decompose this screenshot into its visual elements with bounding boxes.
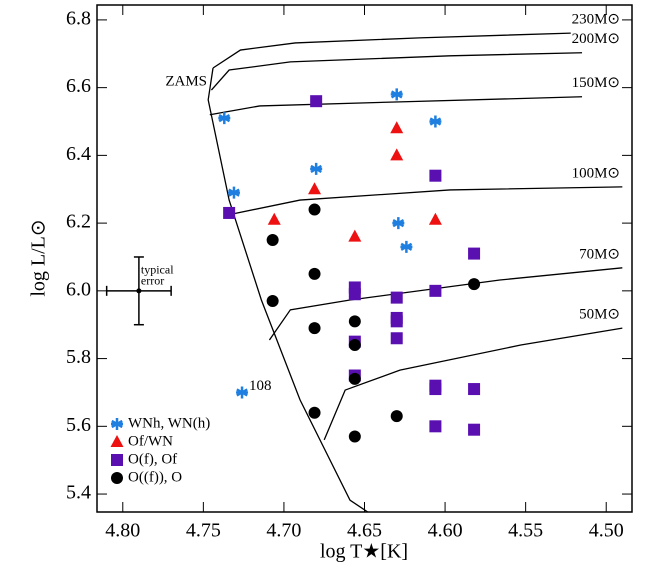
data-point [390,410,403,423]
x-tick-label: 4.50 [589,520,624,542]
error-bar-label: error [141,274,164,288]
data-point [429,115,442,128]
data-point [308,182,322,195]
legend-label: O((f)), O [128,469,182,485]
x-tick-label: 4.75 [186,520,221,542]
legend-label: Of/WN [128,433,173,449]
data-point [468,278,481,291]
data-point [310,162,323,175]
zams-line [207,67,369,513]
y-axis-label: log L/L⊙ [28,219,50,296]
track-label: 200M⊙ [572,31,620,47]
legend-marker [110,435,124,447]
data-point [308,267,321,280]
track-line [209,96,583,116]
data-point [348,288,361,301]
data-point [468,423,481,436]
data-point [429,383,442,396]
data-point [348,430,361,443]
data-point [429,284,442,297]
y-tick-label: 6.2 [66,211,91,233]
data-point [308,203,321,216]
track-label: 70M⊙ [579,246,620,262]
track-label: 100M⊙ [572,165,620,181]
data-point [348,372,361,385]
data-point [429,420,442,433]
data-point [428,212,442,225]
legend-label: WNh, WN(h) [128,415,210,431]
y-tick-label: 5.8 [66,346,91,368]
data-point [348,339,361,352]
data-point [236,386,249,399]
track-line [268,267,623,341]
track-line [210,52,583,91]
data-point [390,88,403,101]
track-line [212,32,571,69]
error-bar-center [136,288,142,294]
data-point [267,212,281,225]
x-tick-label: 4.55 [508,520,543,542]
track-line [323,327,623,441]
zams-label: ZAMS [165,73,207,89]
error-bar-label: typical [141,263,174,277]
data-point [348,229,362,242]
track-label: 50M⊙ [579,307,620,323]
data-point [223,206,236,219]
data-point [266,295,279,308]
point-annotation: 108 [249,378,272,394]
x-tick-label: 4.80 [105,520,140,542]
data-point [392,217,405,230]
data-point [390,332,403,345]
data-point [310,95,323,108]
data-point [390,315,403,328]
y-tick-label: 5.4 [66,482,91,504]
x-tick-label: 4.70 [266,520,301,542]
legend-marker [111,454,123,466]
data-point [400,240,413,253]
data-point [308,322,321,335]
y-tick-label: 6.8 [66,7,91,29]
data-point [390,291,403,304]
track-label: 230M⊙ [572,12,620,28]
legend-label: O(f), Of [128,451,177,467]
data-point [468,247,481,260]
track-label: 150M⊙ [572,75,620,91]
data-point [227,186,240,199]
x-axis-label: log T★[K] [320,541,408,563]
y-tick-label: 6.4 [66,143,91,165]
data-point [468,383,481,396]
legend-marker [111,472,123,484]
data-point [218,112,231,125]
data-point [390,148,404,161]
legend-marker [111,418,123,430]
x-tick-label: 4.65 [347,520,382,542]
y-tick-label: 6.0 [66,278,91,300]
data-point [429,169,442,182]
x-tick-label: 4.60 [428,520,463,542]
y-tick-label: 5.6 [66,414,91,436]
data-point [390,121,404,134]
data-point [308,406,321,419]
data-point [266,234,279,247]
y-tick-label: 6.6 [66,75,91,97]
data-point [348,315,361,328]
track-line [227,186,623,216]
